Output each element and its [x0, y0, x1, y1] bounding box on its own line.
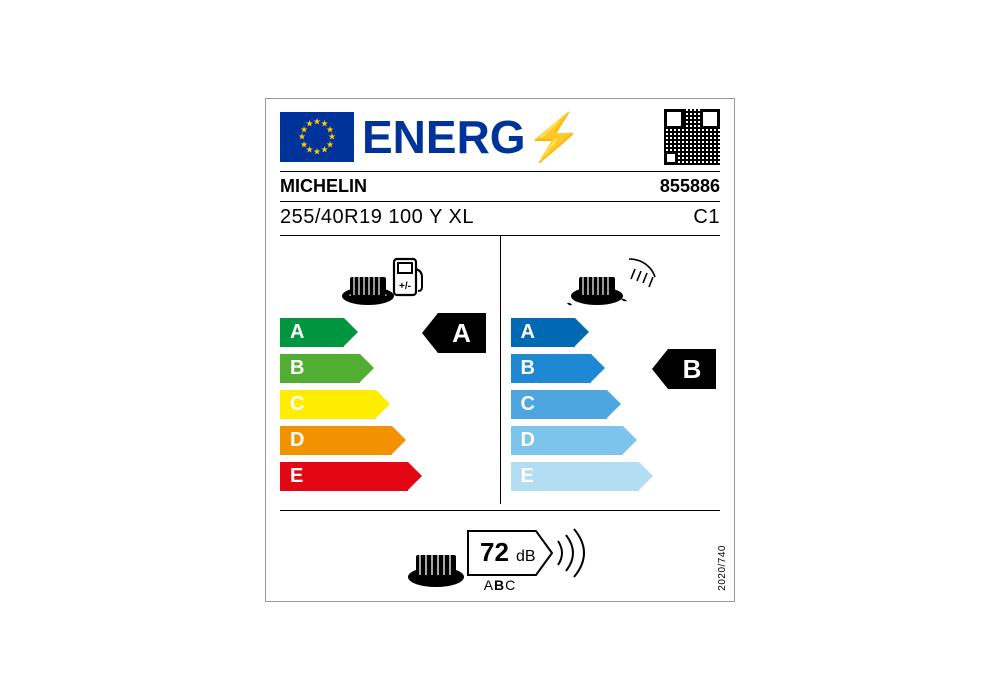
svg-text:+/-: +/-	[399, 281, 411, 292]
rating-bar: D	[511, 426, 623, 455]
noise-section: 72 dB ABC	[280, 510, 720, 591]
fuel-efficiency-column: +/- AABCDE	[280, 236, 501, 504]
rating-bar: E	[280, 462, 408, 491]
rating-bar-letter: C	[521, 393, 535, 416]
fuel-rating-scale: AA BCDE	[280, 318, 490, 491]
tyre-size: 255/40R19 100 Y XL	[280, 206, 474, 229]
rating-bar-row: AA	[280, 318, 490, 347]
noise-class-letter: A	[484, 577, 494, 593]
energy-wordmark: ENERG⚡	[362, 110, 656, 165]
rating-bar-row: BB	[511, 354, 721, 383]
wet-grip-pictogram	[511, 246, 721, 310]
qr-code-icon	[664, 109, 720, 165]
article-number: 855886	[660, 176, 720, 197]
brand-row: MICHELIN 855886	[280, 171, 720, 201]
lightning-icon: ⚡	[526, 111, 583, 163]
rating-badge: B	[668, 349, 716, 389]
rating-bar-letter: D	[521, 429, 535, 452]
rating-bar: A	[511, 318, 575, 347]
rating-bar-letter: A	[521, 321, 535, 344]
rating-bar-letter: A	[290, 321, 304, 344]
fuel-pictogram: +/-	[280, 246, 490, 310]
regulation-number: 2020/740	[717, 545, 728, 591]
rating-bar-row: D	[280, 426, 490, 455]
rating-bar: B	[511, 354, 591, 383]
brand-name: MICHELIN	[280, 176, 367, 197]
rating-bar: D	[280, 426, 392, 455]
rating-bar: C	[511, 390, 607, 419]
rating-bar-row: D	[511, 426, 721, 455]
tyre-class: C1	[693, 206, 720, 229]
rating-bar: C	[280, 390, 376, 419]
rating-bar-row: C	[280, 390, 490, 419]
rating-bar-letter: E	[290, 465, 303, 488]
wet-grip-column: ABBCDE	[501, 236, 721, 504]
noise-class-scale: ABC	[484, 577, 517, 593]
noise-class-letter: C	[505, 577, 516, 593]
rating-bar-row: C	[511, 390, 721, 419]
noise-unit: dB	[516, 548, 536, 565]
rating-bar-row: E	[511, 462, 721, 491]
rating-bar-letter: C	[290, 393, 304, 416]
rating-bar-row: E	[280, 462, 490, 491]
noise-class-letter: B	[494, 577, 505, 593]
eu-flag-icon: ★★★★★★★★★★★★	[280, 112, 354, 162]
rating-bar: B	[280, 354, 360, 383]
eu-tyre-label: ★★★★★★★★★★★★ ENERG⚡ MICHELIN 855886 255/…	[265, 98, 735, 602]
rating-bar-row: A	[511, 318, 721, 347]
rating-bar-letter: D	[290, 429, 304, 452]
rating-bar-letter: B	[290, 357, 304, 380]
label-header: ★★★★★★★★★★★★ ENERG⚡	[280, 109, 720, 165]
rating-bar-row: B	[280, 354, 490, 383]
energy-text: ENERG	[362, 111, 526, 163]
rating-bar-letter: B	[521, 357, 535, 380]
rating-columns: +/- AABCDE	[280, 235, 720, 504]
spec-row: 255/40R19 100 Y XL C1	[280, 201, 720, 233]
rating-badge: A	[438, 313, 486, 353]
wet-rating-scale: ABBCDE	[511, 318, 721, 491]
rating-bar-letter: E	[521, 465, 534, 488]
rating-bar: E	[511, 462, 639, 491]
rating-bar: A	[280, 318, 344, 347]
noise-value: 72	[480, 537, 509, 567]
